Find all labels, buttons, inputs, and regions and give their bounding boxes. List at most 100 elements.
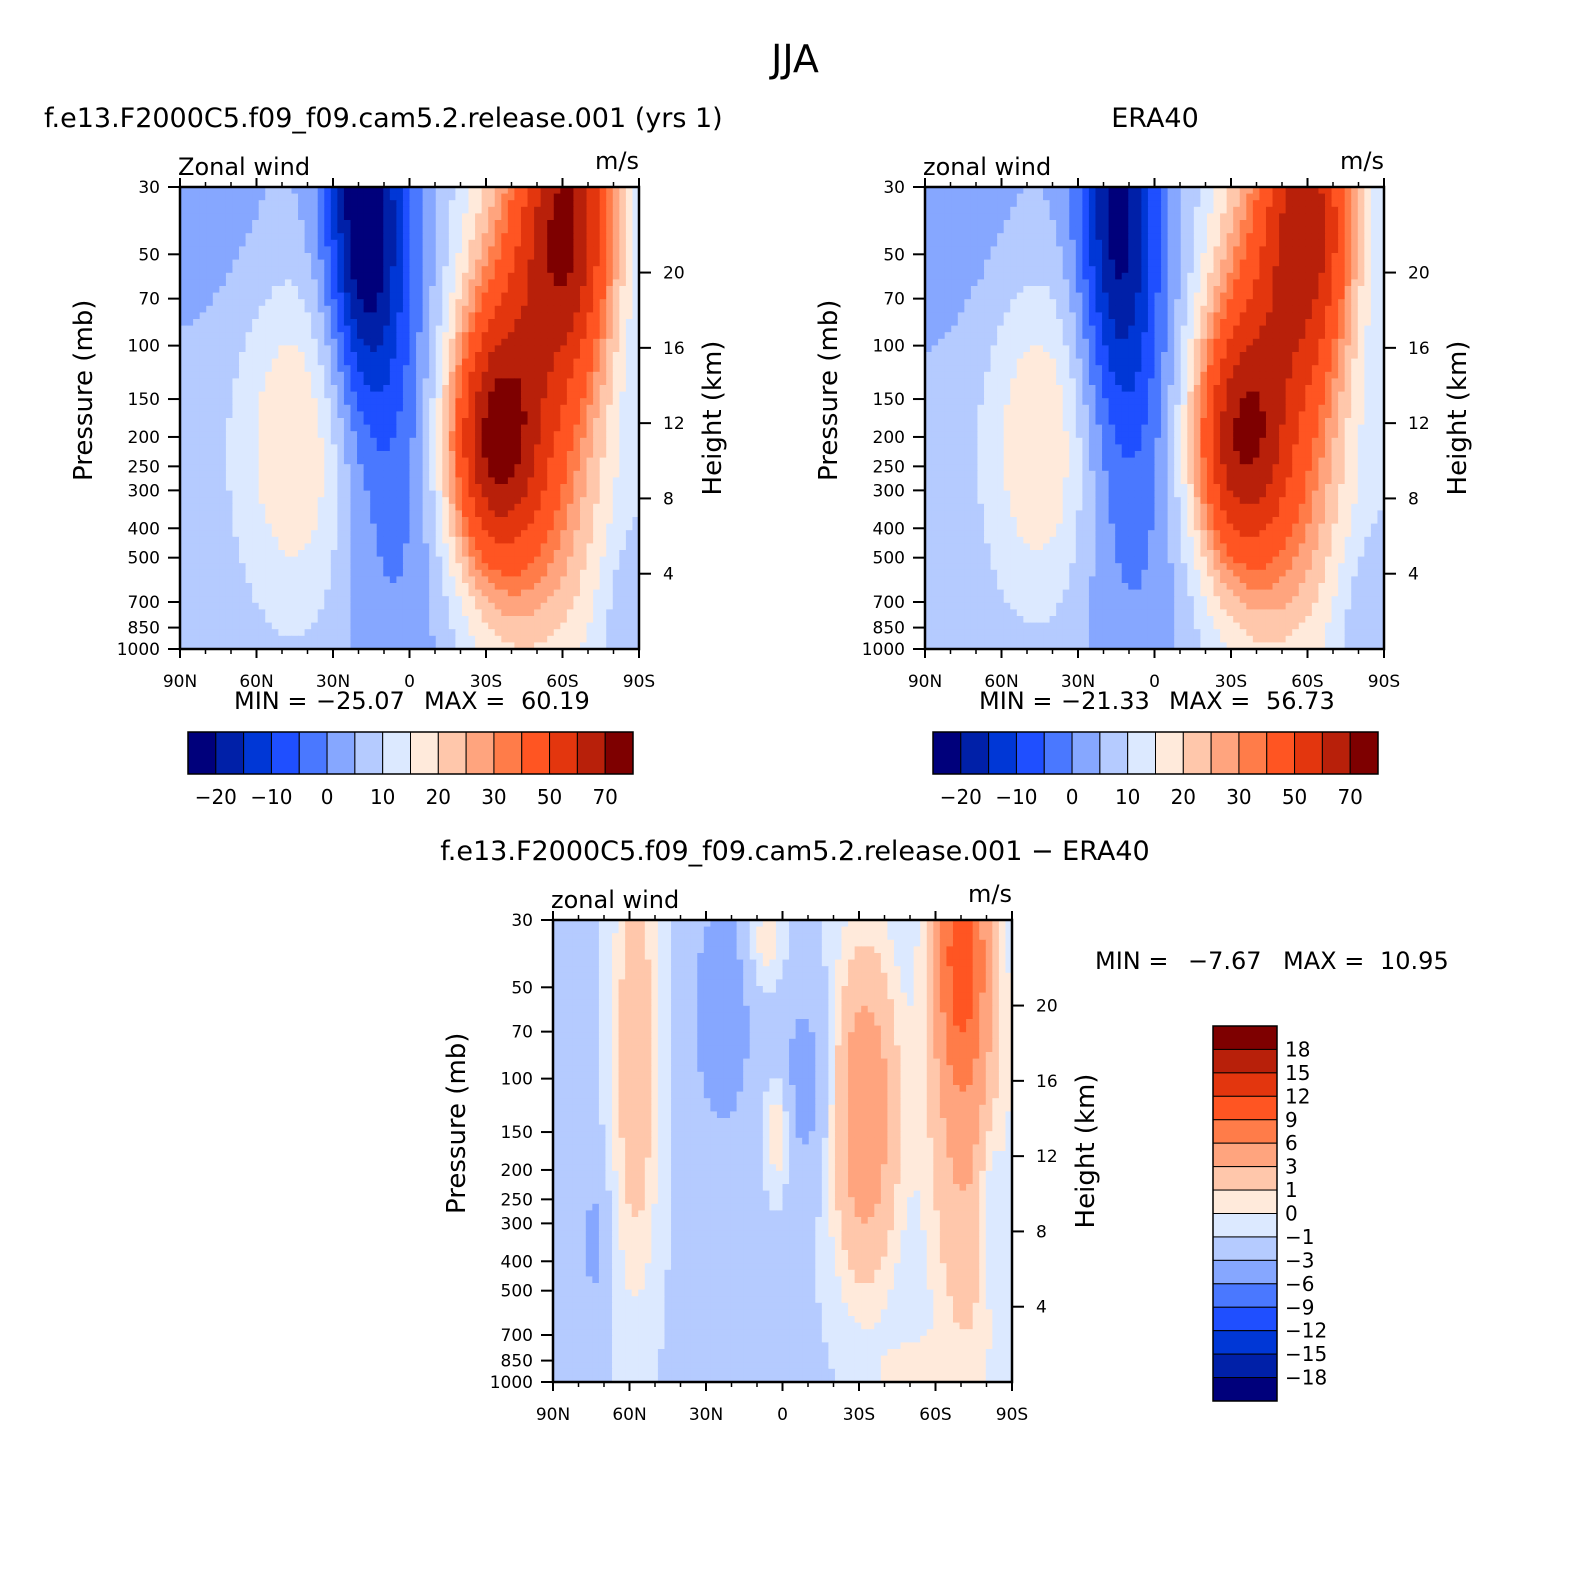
panel0-field-cell [343,358,352,366]
panel0-field-cell [232,378,240,386]
panel0-field-cell [494,629,502,637]
panel0-field-cell [435,220,443,228]
panel0-field-cell [324,338,332,346]
panel0-field-cell [429,563,437,571]
panel0-field-cell [206,530,214,538]
panel0-field-cell [619,299,627,307]
panel0-field-cell [239,517,247,525]
panel0-field-cell [402,503,411,511]
panel0-field-cell [343,457,352,465]
panel0-field-cell [560,437,568,445]
panel0-field-cell [494,437,502,445]
panel0-field-cell [317,596,325,604]
panel0-field-cell [180,477,188,485]
panel0-field-cell [304,233,312,241]
panel0-field-cell [265,319,273,327]
panel0-field-cell [389,279,397,287]
panel0-field-cell [409,398,417,406]
panel0-field-cell [271,444,279,452]
panel0-field-cell [422,253,430,261]
panel0-field-cell [245,424,253,432]
panel0-field-cell [389,378,397,386]
panel0-field-cell [199,576,207,584]
panel0-field-cell [593,444,601,452]
panel0-field-cell [363,464,371,472]
panel0-field-cell [461,510,470,518]
panel0-field-cell [468,642,476,650]
panel0-field-cell [619,239,627,247]
panel0-field-cell [304,583,312,591]
panel0-field-cell [389,444,397,452]
panel0-field-cell [566,220,575,228]
panel0-field-cell [448,609,456,617]
panel0-field-cell [337,563,345,571]
panel0-field-cell [625,470,634,478]
panel0-field-cell [206,378,214,386]
panel0-field-cell [265,457,273,465]
panel0-field-cell [461,583,470,591]
panel0-field-cell [593,457,601,465]
panel0-field-cell [540,391,548,399]
panel0-field-cell [193,616,201,624]
panel0-field-cell [475,299,483,307]
panel0-field-cell [245,371,253,379]
panel0-field-cell [442,503,450,511]
panel0-field-cell [206,259,214,267]
panel0-field-cell [593,596,601,604]
panel0-field-cell [258,325,266,333]
panel0-field-cell [284,497,293,505]
panel0-field-cell [304,424,312,432]
panel0-field-cell [311,418,319,426]
panel0-field-cell [429,292,437,300]
panel0-field-cell [258,371,266,379]
panel0-field-cell [239,187,247,195]
panel0-field-cell [599,550,607,558]
panel0-field-cell [271,358,279,366]
panel0-field-cell [488,563,496,571]
panel0-field-cell [199,530,207,538]
panel0-field-cell [232,596,240,604]
panel0-field-cell [501,319,509,327]
panel0-field-cell [527,325,535,333]
panel0-field-cell [186,292,194,300]
panel0-field-cell [494,259,502,267]
panel0-field-cell [376,345,384,353]
panel0-field-cell [507,464,516,472]
panel0-field-cell [304,206,312,214]
panel0-field-cell [278,576,286,584]
panel0-field-cell [225,530,234,538]
panel0-field-cell [488,530,496,538]
panel0-field-cell [396,470,404,478]
panel0-field-cell [252,272,260,280]
panel0-field-cell [370,431,378,439]
panel0-field-cell [553,193,561,201]
panel0-field-cell [527,305,535,313]
panel0-field-cell [435,233,443,241]
panel0-field-cell [468,424,476,432]
panel0-field-cell [284,602,293,610]
panel0-field-cell [357,259,365,267]
panel0-field-cell [357,470,365,478]
panel0-field-cell [468,451,476,459]
panel0-field-cell [448,338,456,346]
panel0-field-cell [593,239,601,247]
panel0-field-cell [357,371,365,379]
panel0-field-cell [488,411,496,419]
panel0-field-cell [252,576,260,584]
panel0-field-cell [501,569,509,577]
panel0-field-cell [199,464,207,472]
panel0-field-cell [219,543,227,551]
panel0-field-cell [534,589,542,597]
panel0-field-cell [245,193,253,201]
panel0-field-cell [284,352,293,360]
panel0-field-cell [560,536,568,544]
panel0-field-cell [330,226,338,234]
panel0-field-cell [586,187,594,195]
panel0-field-cell [612,325,620,333]
panel0-field-cell [180,576,188,584]
panel0-field-cell [225,259,234,267]
panel0-field-cell [593,424,601,432]
panel0-field-cell [383,543,391,551]
panel0-field-cell [284,299,293,307]
panel0-field-cell [540,312,548,320]
